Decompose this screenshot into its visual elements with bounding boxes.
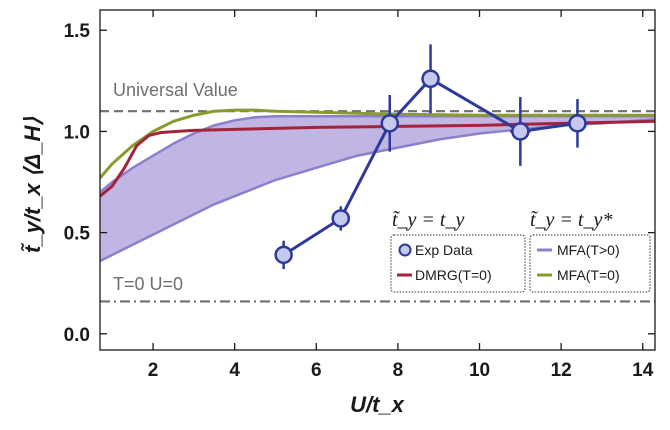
exp-point-3 xyxy=(421,69,440,89)
mfa-zero-line xyxy=(100,108,655,179)
legend-header-left: t̃_y = t_y xyxy=(392,209,464,231)
legend-header-right: t̃_y = t_y* xyxy=(530,209,612,231)
x-tick-label-4: 10 xyxy=(469,360,490,381)
dmrg-line xyxy=(100,119,655,198)
exp-data-layer xyxy=(274,44,588,270)
reference-lines-layer xyxy=(100,110,655,303)
mfa-hot-band xyxy=(100,116,655,261)
legend-entry-dmrg: DMRG(T=0) xyxy=(415,267,492,283)
legend-entry-exp-data: Exp Data xyxy=(415,242,473,258)
series-lines-layer xyxy=(100,108,655,198)
x-axis-title: U/t_x xyxy=(350,392,405,417)
exp-point-4 xyxy=(511,122,530,141)
exp-point-0 xyxy=(274,245,293,265)
exp-point-5 xyxy=(568,114,587,133)
x-tick-label-5: 12 xyxy=(551,360,572,381)
legend-box-right xyxy=(529,234,651,293)
exp-point-1 xyxy=(331,209,351,228)
plot-frame xyxy=(99,9,656,351)
legend-entry-mfa-zero: MFA(T=0) xyxy=(557,267,620,283)
y-tick-label-2: 1.0 xyxy=(64,122,90,143)
y-tick-label-3: 1.5 xyxy=(64,21,91,42)
exp-point-2 xyxy=(380,114,399,133)
y-tick-label-0: 0.0 xyxy=(64,325,90,346)
x-tick-label-6: 14 xyxy=(632,360,654,381)
x-tick-label-0: 2 xyxy=(148,360,159,381)
x-tick-label-3: 8 xyxy=(393,360,404,381)
legend-entry-mfa-hot: MFA(T>0) xyxy=(557,242,620,258)
x-tick-label-1: 4 xyxy=(229,360,240,381)
y-tick-label-1: 0.5 xyxy=(64,224,91,245)
legend-box-left xyxy=(390,234,526,293)
x-tick-label-2: 6 xyxy=(311,360,322,381)
ticks-layer: 2 4 6 8 10 12 14 0.0 0.5 1.0 1.5 xyxy=(64,10,655,381)
universal-value-label: Universal Value xyxy=(113,80,238,100)
y-axis-title: t̃_y/t_x ⟨Δ_H⟩ xyxy=(20,117,45,253)
t-zero-u-zero-label: T=0 U=0 xyxy=(113,274,183,294)
legend-swatch-exp-data xyxy=(398,243,412,257)
legend: t̃_y = t_y t̃_y = t_y* Exp Data DMRG(T=0… xyxy=(390,209,651,293)
exp-data-line xyxy=(282,76,578,257)
